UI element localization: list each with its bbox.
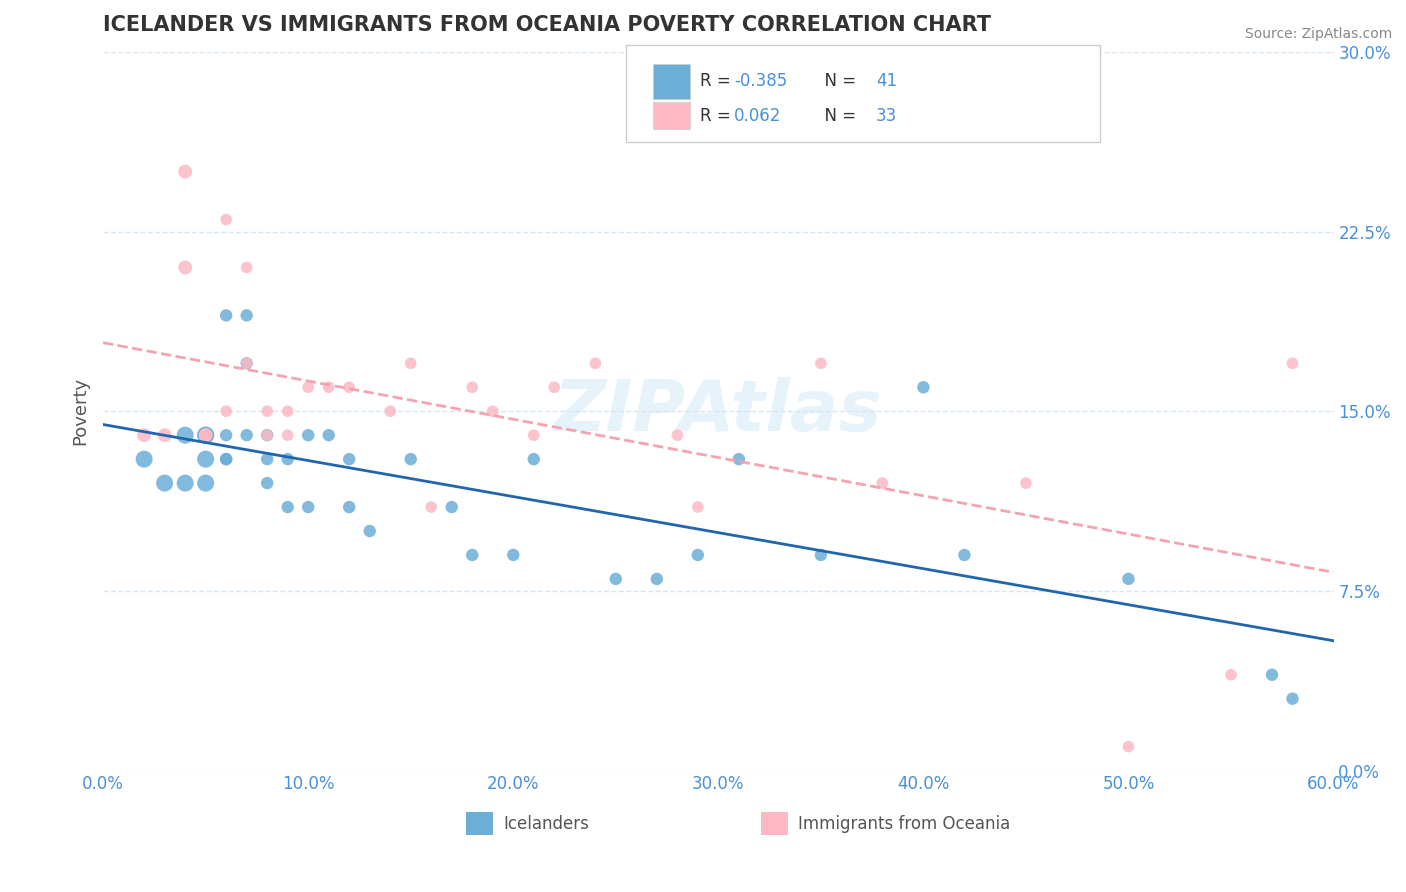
Point — [215, 212, 238, 227]
Point — [235, 428, 257, 442]
Point — [174, 164, 197, 178]
Text: ICELANDER VS IMMIGRANTS FROM OCEANIA POVERTY CORRELATION CHART: ICELANDER VS IMMIGRANTS FROM OCEANIA POV… — [103, 15, 991, 35]
Point — [256, 404, 278, 418]
Point — [194, 452, 217, 467]
Point — [810, 548, 832, 562]
Point — [461, 548, 484, 562]
Point — [277, 428, 299, 442]
Point — [277, 500, 299, 514]
Point — [256, 476, 278, 491]
FancyBboxPatch shape — [654, 64, 690, 98]
Point — [645, 572, 668, 586]
Point — [359, 524, 381, 538]
Text: N =: N = — [814, 72, 862, 90]
Point — [727, 452, 749, 467]
Point — [605, 572, 627, 586]
Point — [543, 380, 565, 394]
Point — [337, 500, 360, 514]
FancyBboxPatch shape — [654, 103, 690, 129]
FancyBboxPatch shape — [467, 813, 494, 835]
Text: 0.062: 0.062 — [734, 107, 782, 125]
Point — [461, 380, 484, 394]
Point — [256, 428, 278, 442]
Text: Immigrants from Oceania: Immigrants from Oceania — [799, 814, 1011, 833]
Point — [380, 404, 402, 418]
Point — [1261, 667, 1284, 681]
FancyBboxPatch shape — [762, 813, 789, 835]
Point — [194, 428, 217, 442]
Point — [481, 404, 503, 418]
Point — [912, 380, 935, 394]
Point — [134, 452, 156, 467]
Point — [399, 452, 422, 467]
Point — [235, 356, 257, 370]
Point — [215, 452, 238, 467]
Point — [420, 500, 443, 514]
Text: N =: N = — [814, 107, 862, 125]
Point — [277, 452, 299, 467]
Point — [194, 476, 217, 491]
Point — [502, 548, 524, 562]
Point — [318, 428, 340, 442]
Point — [194, 428, 217, 442]
Point — [1281, 691, 1303, 706]
Point — [686, 548, 709, 562]
Point — [174, 476, 197, 491]
FancyBboxPatch shape — [626, 45, 1099, 142]
Point — [1118, 572, 1140, 586]
Point — [215, 428, 238, 442]
Text: R =: R = — [700, 107, 735, 125]
Point — [215, 452, 238, 467]
Point — [318, 380, 340, 394]
Point — [153, 428, 176, 442]
Point — [1220, 667, 1243, 681]
Point — [523, 428, 546, 442]
Point — [297, 380, 319, 394]
Point — [523, 452, 546, 467]
Point — [256, 428, 278, 442]
Point — [953, 548, 976, 562]
Point — [337, 452, 360, 467]
Text: 41: 41 — [876, 72, 897, 90]
Point — [810, 356, 832, 370]
Point — [337, 380, 360, 394]
Point — [174, 260, 197, 275]
Point — [153, 476, 176, 491]
Point — [1015, 476, 1038, 491]
Point — [174, 428, 197, 442]
Point — [686, 500, 709, 514]
Point — [235, 309, 257, 323]
Text: Source: ZipAtlas.com: Source: ZipAtlas.com — [1244, 27, 1392, 41]
Point — [297, 428, 319, 442]
Point — [872, 476, 894, 491]
Point — [256, 452, 278, 467]
Point — [235, 260, 257, 275]
Point — [235, 356, 257, 370]
Point — [194, 428, 217, 442]
Point — [583, 356, 606, 370]
Point — [134, 428, 156, 442]
Text: ZIPAtlas: ZIPAtlas — [554, 376, 883, 446]
Point — [1118, 739, 1140, 754]
Point — [399, 356, 422, 370]
Point — [215, 404, 238, 418]
Text: -0.385: -0.385 — [734, 72, 787, 90]
Text: 33: 33 — [876, 107, 897, 125]
Text: R =: R = — [700, 72, 735, 90]
Point — [1281, 356, 1303, 370]
Point — [297, 500, 319, 514]
Point — [194, 428, 217, 442]
Point — [440, 500, 463, 514]
Point — [277, 404, 299, 418]
Y-axis label: Poverty: Poverty — [72, 377, 89, 445]
Point — [215, 309, 238, 323]
Point — [666, 428, 689, 442]
Text: Icelanders: Icelanders — [503, 814, 589, 833]
